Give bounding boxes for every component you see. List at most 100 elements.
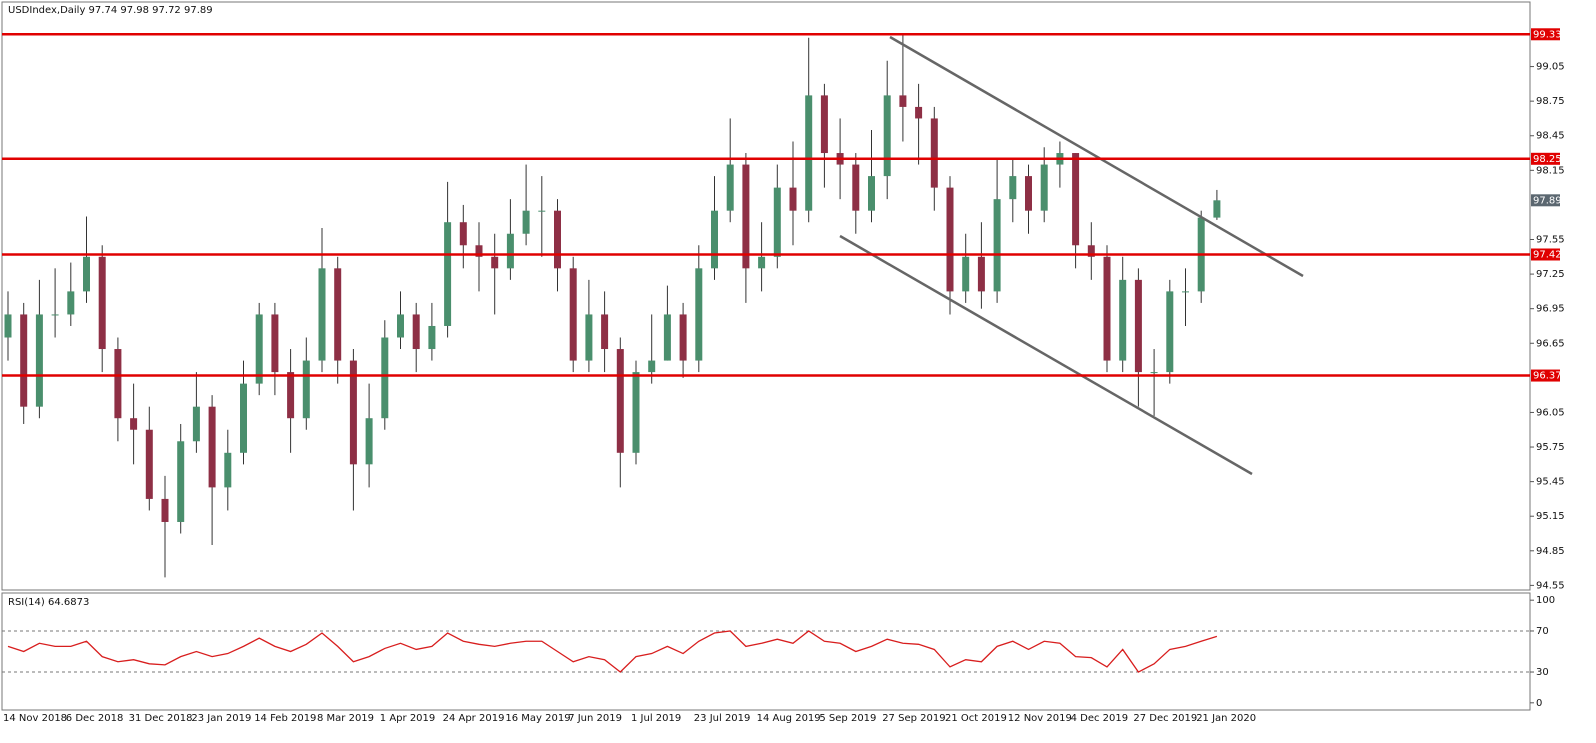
candle-body: [177, 441, 185, 522]
candle-body: [632, 372, 640, 453]
candle-body: [1150, 372, 1158, 374]
candle-body: [805, 95, 813, 211]
trend-line-lower: [839, 234, 1253, 476]
y-tick-label: 30: [1536, 667, 1549, 678]
y-tick-label: 98.15: [1536, 165, 1565, 176]
candle-body: [601, 314, 609, 350]
candle-body: [35, 314, 43, 407]
x-tick-label: 27 Sep 2019: [882, 713, 945, 724]
x-tick-label: 21 Oct 2019: [945, 713, 1007, 724]
x-tick-label: 14 Aug 2019: [757, 713, 821, 724]
candle-body: [538, 210, 546, 212]
x-tick-label: 12 Nov 2019: [1008, 713, 1072, 724]
candle-body: [899, 95, 907, 107]
candle-body: [334, 268, 342, 361]
candle-body: [711, 210, 718, 269]
x-tick-label: 16 May 2019: [505, 713, 570, 724]
candle-body: [302, 360, 310, 419]
candle-body: [67, 291, 75, 315]
candle-body: [83, 256, 90, 292]
y-tick-label: 100: [1536, 595, 1555, 606]
y-tick-label: 95.75: [1536, 442, 1565, 453]
level-label-box: [1531, 28, 1560, 41]
candle-body: [1119, 279, 1127, 361]
candle-body: [663, 314, 671, 361]
y-tick-label: 94.55: [1536, 580, 1565, 591]
candle-body: [616, 349, 624, 453]
candle-body: [726, 164, 734, 211]
y-tick-label: 96.05: [1536, 407, 1565, 418]
candle-body: [789, 187, 797, 211]
main-panel: [1, 1, 1531, 591]
candle-body: [240, 383, 247, 453]
x-tick-label: 1 Apr 2019: [380, 713, 435, 724]
x-tick-label: 6 Dec 2018: [66, 713, 124, 724]
trend-line-upper: [889, 35, 1304, 278]
x-tick-label: 24 Apr 2019: [443, 713, 505, 724]
candle-body: [522, 210, 530, 234]
candle-body: [51, 314, 59, 316]
level-label: 98.25: [1533, 154, 1562, 165]
x-tick-label: 7 Jun 2019: [568, 713, 622, 724]
candle-body: [349, 360, 357, 465]
rsi-line: [7, 630, 1218, 673]
candle-body: [773, 187, 781, 257]
candle-body: [569, 268, 577, 361]
candle-body: [1087, 245, 1095, 257]
candle-body: [1182, 291, 1189, 293]
candle-body: [852, 164, 860, 211]
candle-body: [742, 164, 750, 269]
last-price-box: [1531, 194, 1560, 207]
candle-body: [930, 118, 938, 188]
y-tick-label: 0: [1536, 698, 1542, 709]
candle-body: [1025, 176, 1032, 211]
x-tick-label: 1 Jul 2019: [631, 713, 681, 724]
x-tick-label: 4 Dec 2019: [1071, 713, 1129, 724]
x-tick-label: 8 Mar 2019: [317, 713, 374, 724]
candle-body: [915, 106, 923, 119]
x-tick-label: 14 Nov 2018: [3, 713, 67, 724]
candle-body: [365, 418, 373, 465]
y-tick-label: 99.05: [1536, 62, 1565, 73]
candle-body: [444, 222, 452, 326]
candle-body: [114, 349, 122, 419]
candle-body: [883, 95, 891, 177]
y-tick-label: 94.85: [1536, 546, 1565, 557]
candle-body: [20, 314, 28, 407]
candle-body: [585, 314, 593, 361]
candle-body: [1103, 256, 1111, 361]
candle-body: [695, 268, 703, 361]
x-tick-label: 21 Jan 2020: [1196, 713, 1256, 724]
x-tick-label: 27 Dec 2019: [1133, 713, 1197, 724]
candle-body: [758, 256, 766, 269]
candle-body: [412, 314, 420, 350]
x-tick-label: 14 Feb 2019: [254, 713, 316, 724]
candle-body: [255, 314, 263, 384]
rsi-title: RSI(14) 64.6873: [8, 597, 89, 608]
candle-body: [130, 418, 138, 430]
candle-body: [506, 233, 514, 269]
candle-body: [287, 372, 295, 419]
candle-body: [648, 360, 656, 373]
x-tick-label: 31 Dec 2018: [129, 713, 193, 724]
candle-body: [868, 176, 875, 211]
y-tick-label: 96.65: [1536, 338, 1565, 349]
candle-body: [977, 256, 985, 292]
rsi-panel: [1, 592, 1531, 711]
candle-body: [1040, 164, 1048, 211]
candle-body: [224, 452, 232, 488]
candle-body: [397, 314, 404, 338]
x-tick-label: 5 Sep 2019: [819, 713, 876, 724]
candle-body: [271, 314, 279, 373]
y-tick-label: 97.55: [1536, 235, 1565, 246]
chart-title: USDIndex,Daily 97.74 97.98 97.72 97.89: [8, 5, 213, 16]
candle-body: [554, 210, 561, 269]
level-label-box: [1531, 152, 1560, 165]
candle-body: [428, 325, 436, 350]
y-tick-label: 96.95: [1536, 304, 1565, 315]
y-tick-label: 98.45: [1536, 131, 1565, 142]
candle-body: [1134, 279, 1142, 373]
candle-body: [1213, 200, 1221, 218]
level-label: 97.42: [1533, 249, 1562, 260]
candle-body: [4, 314, 12, 338]
